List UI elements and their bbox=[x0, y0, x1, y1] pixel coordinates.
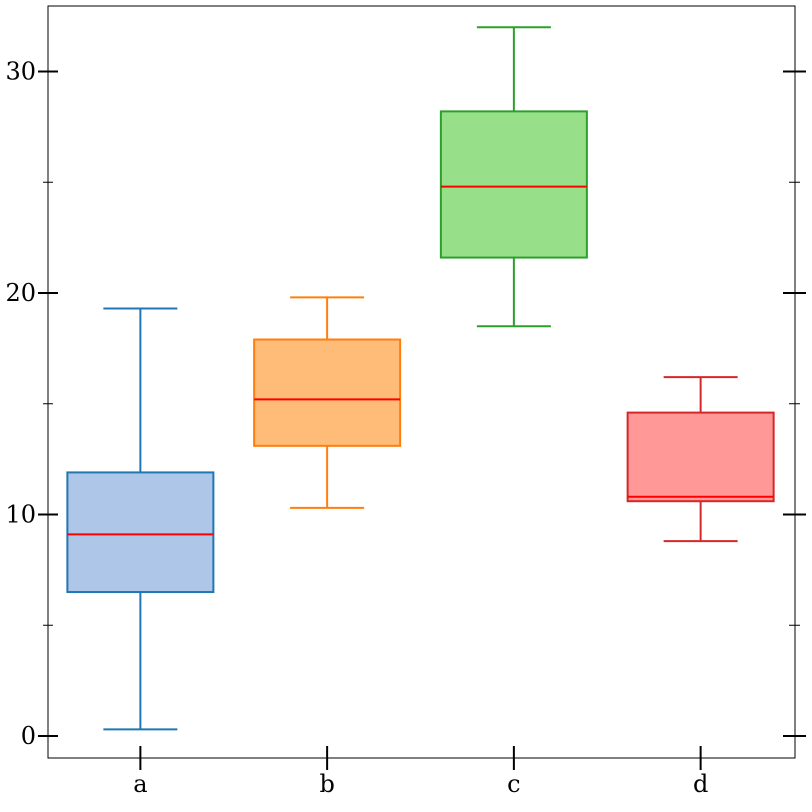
iqr-box-a bbox=[66, 471, 215, 594]
x-tick-label-b: b bbox=[319, 770, 334, 798]
iqr-box-c bbox=[439, 110, 588, 259]
box-d bbox=[626, 376, 775, 543]
y-tick-label-30: 30 bbox=[5, 58, 36, 86]
x-tick-label-d: d bbox=[693, 770, 708, 798]
y-tick-label-20: 20 bbox=[5, 279, 36, 307]
boxes bbox=[66, 26, 775, 731]
axes: 0 10 20 30 a b c d bbox=[5, 58, 806, 798]
iqr-box-b bbox=[253, 338, 402, 447]
x-tick-label-a: a bbox=[133, 770, 147, 798]
plot-frame bbox=[47, 5, 796, 759]
y-tick-label-10: 10 bbox=[5, 501, 36, 529]
box-c bbox=[439, 26, 588, 328]
box-a bbox=[66, 307, 215, 731]
iqr-box-d bbox=[626, 411, 775, 503]
box-b bbox=[253, 296, 402, 509]
x-tick-label-c: c bbox=[507, 770, 520, 798]
y-tick-label-0: 0 bbox=[21, 722, 36, 750]
